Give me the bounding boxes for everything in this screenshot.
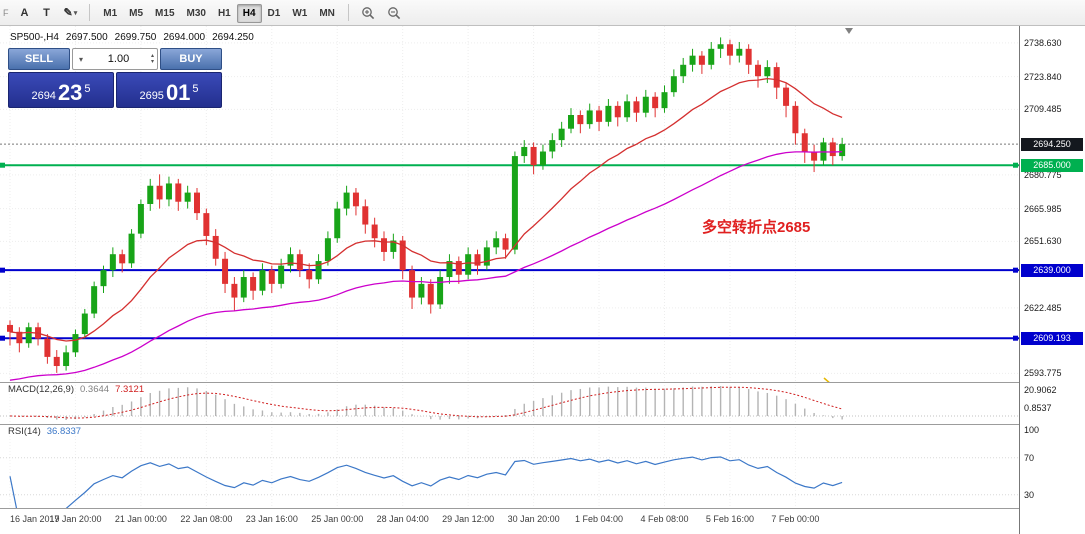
- close-value: 2694.250: [212, 32, 254, 43]
- macd-label: MACD(12,26,9) 0.3644 7.3121: [8, 384, 144, 395]
- window-tag: F: [3, 7, 9, 18]
- hline-price-label: 2639.000: [1021, 263, 1083, 277]
- zoom-out-icon[interactable]: [382, 3, 406, 23]
- bid-prefix: 2694: [31, 90, 56, 102]
- hline-price-label: 2685.000: [1021, 158, 1083, 172]
- bid-price-panel[interactable]: 2694 23 5: [8, 72, 114, 108]
- volume-stepper[interactable]: ▴ ▾: [151, 53, 154, 65]
- price-tick-label: 2738.630: [1024, 37, 1062, 48]
- low-value: 2694.000: [163, 32, 206, 43]
- spin-up-icon[interactable]: ▴: [150, 53, 154, 59]
- ohlc-header: SP500-,H4 2697.500 2699.750 2694.000 269…: [10, 32, 254, 43]
- price-tick-label: 2709.485: [1024, 104, 1062, 115]
- chevron-down-icon: ▾: [73, 9, 78, 17]
- rsi-value: 36.8337: [46, 426, 82, 437]
- volume-value: 1.00: [107, 53, 130, 65]
- macd-pane-canvas[interactable]: [0, 382, 1019, 424]
- symbol-label: SP500-,H4: [10, 32, 59, 43]
- time-tick-label: 23 Jan 16:00: [245, 514, 298, 524]
- timeframe-mn[interactable]: MN: [313, 4, 341, 23]
- bid-sup-digit: 5: [84, 83, 91, 95]
- time-tick-label: 7 Feb 00:00: [771, 514, 820, 524]
- rsi-tick-label: 100: [1024, 425, 1040, 435]
- ask-big-digits: 01: [165, 80, 191, 105]
- chart-shift-marker-icon[interactable]: [845, 28, 853, 34]
- ask-price-panel[interactable]: 2695 01 5: [116, 72, 222, 108]
- price-tick-label: 2665.985: [1024, 203, 1062, 214]
- spin-down-icon[interactable]: ▾: [150, 59, 154, 65]
- time-tick-label: 1 Feb 04:00: [575, 514, 624, 524]
- rsi-tick-label: 30: [1024, 489, 1035, 500]
- time-tick-label: 28 Jan 04:00: [376, 514, 429, 524]
- pane-divider: [0, 508, 1085, 509]
- price-tick-label: 2680.775: [1024, 169, 1062, 180]
- macd-name: MACD(12,26,9): [8, 384, 74, 395]
- time-tick-label: 16 Jan 2019: [10, 514, 60, 524]
- timeframe-m30[interactable]: M30: [181, 4, 212, 23]
- toolbar-separator: [89, 4, 91, 21]
- time-tick-label: 4 Feb 08:00: [640, 514, 689, 524]
- bid-big-digits: 23: [57, 80, 83, 105]
- volume-input[interactable]: ▾ 1.00 ▴ ▾: [72, 48, 158, 70]
- time-tick-label: 21 Jan 00:00: [114, 514, 167, 524]
- draw-tool-icon[interactable]: ✎ ▾: [59, 3, 83, 23]
- pencil-icon: ✎: [63, 7, 73, 19]
- macd-tick-label: 0.8537: [1024, 403, 1052, 414]
- timeframe-m1[interactable]: M1: [97, 4, 123, 23]
- toolbar-separator: [347, 4, 349, 21]
- rsi-pane-canvas[interactable]: [0, 424, 1019, 508]
- toolbar: F A T ✎ ▾ M1 M5 M15 M30 H1 H4 D1 W1 MN: [0, 0, 1085, 26]
- time-tick-label: 29 Jan 12:00: [442, 514, 495, 524]
- timeframe-d1[interactable]: D1: [262, 4, 287, 23]
- pane-divider[interactable]: [0, 424, 1085, 425]
- timeframe-m5[interactable]: M5: [123, 4, 149, 23]
- time-tick-label: 30 Jan 20:00: [507, 514, 560, 524]
- zoom-in-icon[interactable]: [356, 3, 380, 23]
- macd-value-2: 7.3121: [115, 384, 145, 395]
- hline-price-label: 2609.193: [1021, 331, 1083, 345]
- time-tick-label: 17 Jan 20:00: [49, 514, 102, 524]
- timeframe-h1[interactable]: H1: [212, 4, 237, 23]
- current-price-label: 2694.250: [1021, 137, 1083, 151]
- text-tool-icon[interactable]: T: [37, 3, 57, 23]
- macd-value-1: 0.3644: [80, 384, 110, 395]
- chart-annotation-text[interactable]: 多空转折点2685: [702, 219, 811, 236]
- rsi-tick-label: 70: [1024, 452, 1035, 463]
- one-click-trading-widget: SELL ▾ 1.00 ▴ ▾ BUY 2694 23 5 2695 01 5: [8, 48, 222, 108]
- price-axis[interactable]: 2738.630 2723.840 2709.485 2680.775 2665.985…: [1019, 26, 1085, 534]
- open-value: 2697.500: [65, 32, 108, 43]
- sell-button[interactable]: SELL: [8, 48, 70, 70]
- arrow-tool-icon[interactable]: A: [15, 3, 35, 23]
- pane-divider[interactable]: [0, 382, 1085, 383]
- volume-dropdown-icon[interactable]: ▾: [79, 54, 84, 64]
- ask-prefix: 2695: [139, 90, 164, 102]
- timeframe-h4[interactable]: H4: [236, 3, 262, 23]
- timeframe-m15[interactable]: M15: [149, 4, 180, 23]
- ask-sup-digit: 5: [192, 83, 199, 95]
- time-axis[interactable]: 16 Jan 2019 17 Jan 20:00 21 Jan 00:00 22 Ja…: [0, 509, 1019, 533]
- time-tick-label: 25 Jan 00:00: [311, 514, 364, 524]
- price-tick-label: 2651.630: [1024, 236, 1062, 247]
- rsi-name: RSI(14): [8, 426, 41, 437]
- buy-button[interactable]: BUY: [160, 48, 222, 70]
- timeframe-w1[interactable]: W1: [286, 4, 313, 23]
- high-value: 2699.750: [114, 32, 157, 43]
- price-tick-label: 2622.485: [1024, 302, 1062, 313]
- rsi-label: RSI(14) 36.8337: [8, 426, 81, 437]
- macd-tick-label: 20.9062: [1024, 384, 1057, 395]
- price-tick-label: 2593.775: [1024, 368, 1062, 379]
- price-tick-label: 2723.840: [1024, 71, 1062, 82]
- timeframe-group: M1 M5 M15 M30 H1 H4 D1 W1 MN: [97, 3, 341, 23]
- time-tick-label: 22 Jan 08:00: [180, 514, 233, 524]
- time-tick-label: 5 Feb 16:00: [705, 514, 754, 524]
